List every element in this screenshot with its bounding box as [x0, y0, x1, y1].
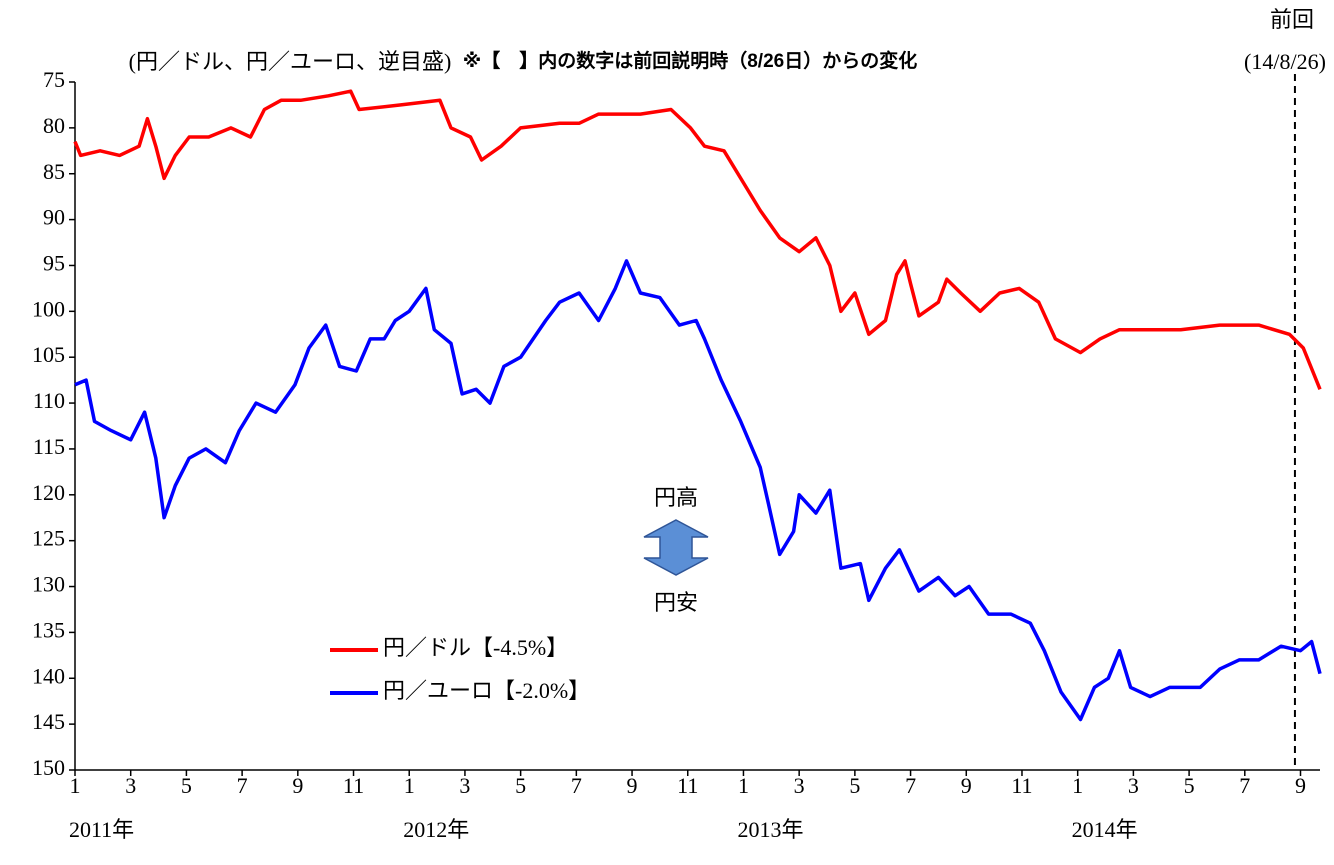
y-axis-label: (円／ドル、円／ユーロ、逆目盛) [129, 49, 452, 74]
note: ※【 】内の数字は前回説明時（8/26日）からの変化 [463, 49, 917, 72]
year-label: 2014年 [1072, 817, 1138, 842]
y-tick-label: 115 [33, 434, 65, 459]
x-tick-label: 3 [794, 773, 805, 798]
x-tick-label: 3 [1128, 773, 1139, 798]
x-tick-label: 5 [849, 773, 860, 798]
x-tick-label: 11 [1011, 773, 1032, 798]
series-line [73, 89, 1322, 390]
year-label: 2012年 [403, 817, 469, 842]
x-tick-label: 11 [343, 773, 364, 798]
year-label: 2013年 [737, 817, 803, 842]
y-tick-label: 90 [43, 205, 65, 230]
x-tick-label: 7 [237, 773, 248, 798]
y-tick-label: 135 [32, 617, 65, 642]
x-tick-label: 9 [627, 773, 638, 798]
x-tick-label: 11 [677, 773, 698, 798]
y-tick-label: 110 [33, 388, 65, 413]
x-tick-label: 1 [70, 773, 81, 798]
legend-label: 円／ユーロ【-2.0%】 [383, 678, 590, 703]
x-tick-label: 5 [181, 773, 192, 798]
x-tick-label: 3 [125, 773, 136, 798]
reference-label: (14/8/26) [1244, 49, 1326, 74]
annotation-up: 円高 [654, 485, 698, 510]
y-tick-label: 130 [32, 572, 65, 597]
y-tick-label: 80 [43, 113, 65, 138]
x-tick-label: 9 [1295, 773, 1306, 798]
x-tick-label: 1 [738, 773, 749, 798]
series-line [74, 259, 1322, 722]
x-tick-label: 7 [571, 773, 582, 798]
x-tick-label: 1 [1072, 773, 1083, 798]
legend-label: 円／ドル【-4.5%】 [383, 635, 568, 660]
year-label: 2011年 [69, 817, 134, 842]
direction-arrow [643, 519, 709, 576]
y-tick-label: 75 [43, 67, 65, 92]
y-tick-label: 150 [32, 755, 65, 780]
y-tick-label: 105 [32, 342, 65, 367]
x-tick-label: 1 [404, 773, 415, 798]
y-tick-label: 100 [32, 296, 65, 321]
annotation-down: 円安 [654, 590, 698, 615]
reference-title: 前回 [1270, 7, 1314, 32]
x-tick-label: 7 [905, 773, 916, 798]
x-tick-label: 9 [961, 773, 972, 798]
y-tick-label: 85 [43, 159, 65, 184]
y-tick-label: 145 [32, 709, 65, 734]
x-tick-label: 5 [1184, 773, 1195, 798]
y-tick-label: 95 [43, 251, 65, 276]
x-tick-label: 5 [515, 773, 526, 798]
x-tick-label: 7 [1239, 773, 1250, 798]
y-tick-label: 125 [32, 526, 65, 551]
y-tick-label: 120 [32, 480, 65, 505]
y-tick-label: 140 [32, 663, 65, 688]
x-tick-label: 3 [459, 773, 470, 798]
x-tick-label: 9 [292, 773, 303, 798]
